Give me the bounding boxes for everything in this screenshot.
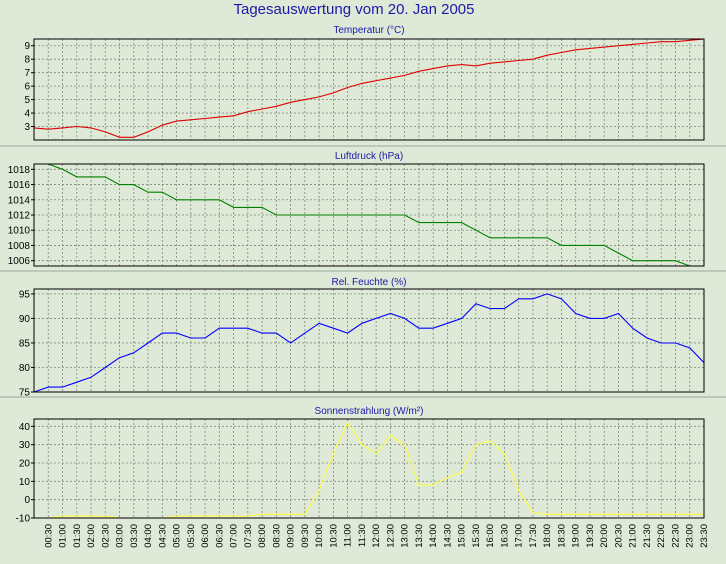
y-tick-label: 20: [19, 459, 31, 470]
x-tick-label: 14:00: [428, 524, 439, 548]
x-tick-label: 05:30: [186, 524, 197, 548]
y-tick-label: 40: [19, 422, 31, 433]
y-tick-label: 1018: [8, 165, 31, 176]
x-tick-label: 01:00: [58, 524, 69, 548]
x-tick-label: 14:30: [442, 524, 453, 548]
x-tick-label: 13:00: [400, 524, 411, 548]
plot-frame: [33, 163, 705, 267]
x-tick-label: 23:00: [685, 524, 696, 548]
x-tick-label: 22:30: [670, 524, 681, 548]
x-tick-label: 02:00: [86, 524, 97, 548]
x-tick-label: 04:00: [143, 524, 154, 548]
x-tick-label: 09:30: [300, 524, 311, 548]
plot-area: [34, 39, 704, 140]
chart-title: Sonnenstrahlung (W/m²): [315, 406, 424, 417]
y-tick-label: 0: [24, 495, 30, 506]
x-tick-label: 03:30: [129, 524, 140, 548]
chart-panel-4: Sonnenstrahlung (W/m²) -10 0 10 20 30 40: [16, 406, 705, 525]
chart-panel-2: Luftdruck (hPa) 1006 1008 1010 1012 1014 1016 1…: [0, 151, 726, 272]
chart-panel-1: Temperatur (°C) 3 4 5 6 7 8 9: [0, 25, 726, 147]
y-tick-label: 1014: [8, 195, 31, 206]
x-tick-label: 06:30: [214, 524, 225, 548]
x-tick-label: 13:30: [414, 524, 425, 548]
y-tick-label: 8: [24, 55, 30, 66]
y-tick-label: 5: [24, 95, 30, 106]
plot-area: [34, 289, 704, 392]
x-tick-label: 10:30: [328, 524, 339, 548]
x-tick-label: 23:30: [699, 524, 710, 548]
chart-title: Temperatur (°C): [333, 25, 404, 36]
y-tick-label: 75: [19, 388, 31, 399]
plot-area: [34, 419, 704, 518]
chart-title: Rel. Feuchte (%): [331, 277, 406, 288]
plot-frame: [33, 288, 705, 393]
plot-frame: [33, 38, 705, 141]
x-tick-label: 16:30: [499, 524, 510, 548]
x-axis-labels: 00:30 01:00 01:30 02:00 02:30 03:00 03:30 04:00…: [43, 524, 710, 548]
plot-frame: [33, 418, 705, 519]
x-tick-label: 11:30: [357, 524, 368, 547]
x-tick-label: 09:00: [286, 524, 297, 548]
y-tick-label: 95: [19, 289, 31, 300]
x-tick-label: 11:00: [343, 524, 354, 547]
x-tick-label: 12:30: [385, 524, 396, 548]
y-tick-label: 4: [24, 109, 30, 120]
x-tick-label: 17:30: [528, 524, 539, 548]
x-tick-label: 19:00: [571, 524, 582, 548]
y-tick-label: 85: [19, 338, 31, 349]
chart-panel-3: Rel. Feuchte (%) 75 80 85 90 95: [0, 277, 726, 399]
x-tick-label: 12:00: [371, 524, 382, 548]
y-tick-label: 7: [24, 68, 30, 79]
x-tick-label: 00:30: [43, 524, 54, 548]
x-tick-label: 20:30: [613, 524, 624, 548]
x-tick-label: 07:00: [229, 524, 240, 548]
y-tick-label: 80: [19, 363, 31, 374]
y-tick-label: -10: [16, 514, 31, 525]
x-tick-label: 15:00: [457, 524, 468, 548]
y-tick-label: 90: [19, 314, 31, 325]
y-tick-label: 1010: [8, 226, 31, 237]
y-tick-label: 1006: [8, 256, 31, 267]
x-tick-label: 22:00: [656, 524, 667, 548]
y-tick-label: 3: [24, 122, 30, 133]
series-line: [34, 163, 704, 267]
x-tick-label: 17:00: [514, 524, 525, 548]
x-tick-label: 18:00: [542, 524, 553, 548]
x-tick-label: 18:30: [556, 524, 567, 548]
y-tick-label: 30: [19, 440, 31, 451]
x-tick-label: 05:00: [172, 524, 183, 548]
x-tick-label: 19:30: [585, 524, 596, 548]
x-tick-label: 21:00: [628, 524, 639, 548]
series-line: [33, 293, 705, 393]
y-tick-label: 10: [19, 477, 31, 488]
y-tick-label: 1008: [8, 241, 31, 252]
series-line: [33, 38, 705, 138]
y-tick-label: 9: [24, 41, 30, 52]
y-tick-label: 1012: [8, 211, 31, 222]
y-tick-label: 1016: [8, 180, 31, 191]
x-tick-label: 07:30: [243, 524, 254, 548]
x-tick-label: 04:30: [157, 524, 168, 548]
page-title: Tagesauswertung vom 20. Jan 2005: [234, 1, 475, 18]
chart-title: Luftdruck (hPa): [335, 151, 403, 162]
x-tick-label: 08:00: [257, 524, 268, 548]
x-tick-label: 10:00: [314, 524, 325, 548]
x-tick-label: 15:30: [471, 524, 482, 548]
x-tick-label: 02:30: [100, 524, 111, 548]
x-tick-label: 21:30: [642, 524, 653, 548]
x-tick-label: 16:00: [485, 524, 496, 548]
x-tick-label: 20:00: [599, 524, 610, 548]
x-tick-label: 03:00: [115, 524, 126, 548]
x-tick-label: 08:30: [271, 524, 282, 548]
x-tick-label: 06:00: [200, 524, 211, 548]
x-tick-label: 01:30: [72, 524, 83, 548]
y-tick-label: 6: [24, 82, 30, 93]
